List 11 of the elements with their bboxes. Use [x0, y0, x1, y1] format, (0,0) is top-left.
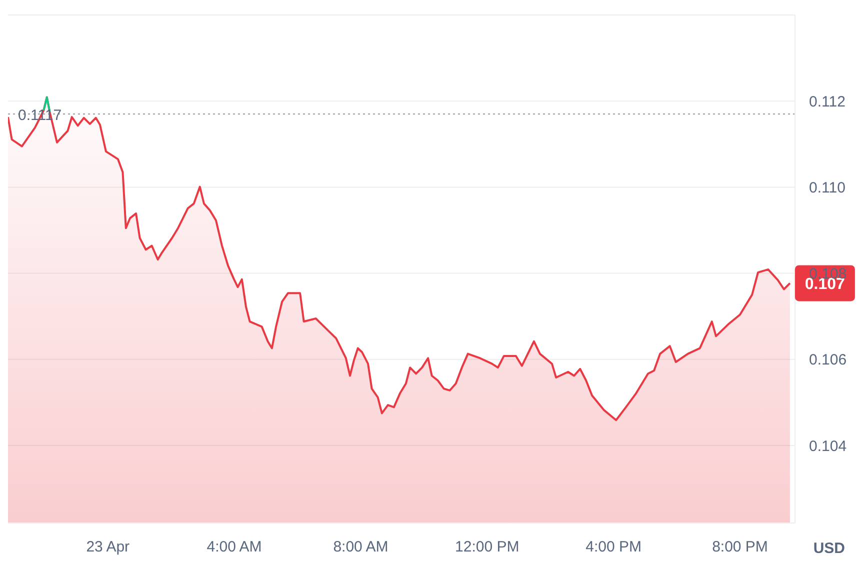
x-tick-label: 8:00 PM — [712, 538, 768, 556]
x-tick-label: 23 Apr — [86, 538, 130, 556]
y-tick-label: 0.112 — [809, 93, 846, 110]
x-tick-label: 4:00 AM — [206, 538, 262, 556]
x-tick-label: 4:00 PM — [586, 538, 642, 556]
y-axis-title: USD — [813, 540, 846, 557]
x-tick-label: 8:00 AM — [333, 538, 388, 556]
y-tick-label: 0.104 — [809, 438, 847, 455]
y-tick-label: 0.106 — [809, 352, 847, 369]
y-tick-label: 0.110 — [809, 180, 846, 197]
x-tick-label: 12:00 PM — [455, 538, 520, 556]
